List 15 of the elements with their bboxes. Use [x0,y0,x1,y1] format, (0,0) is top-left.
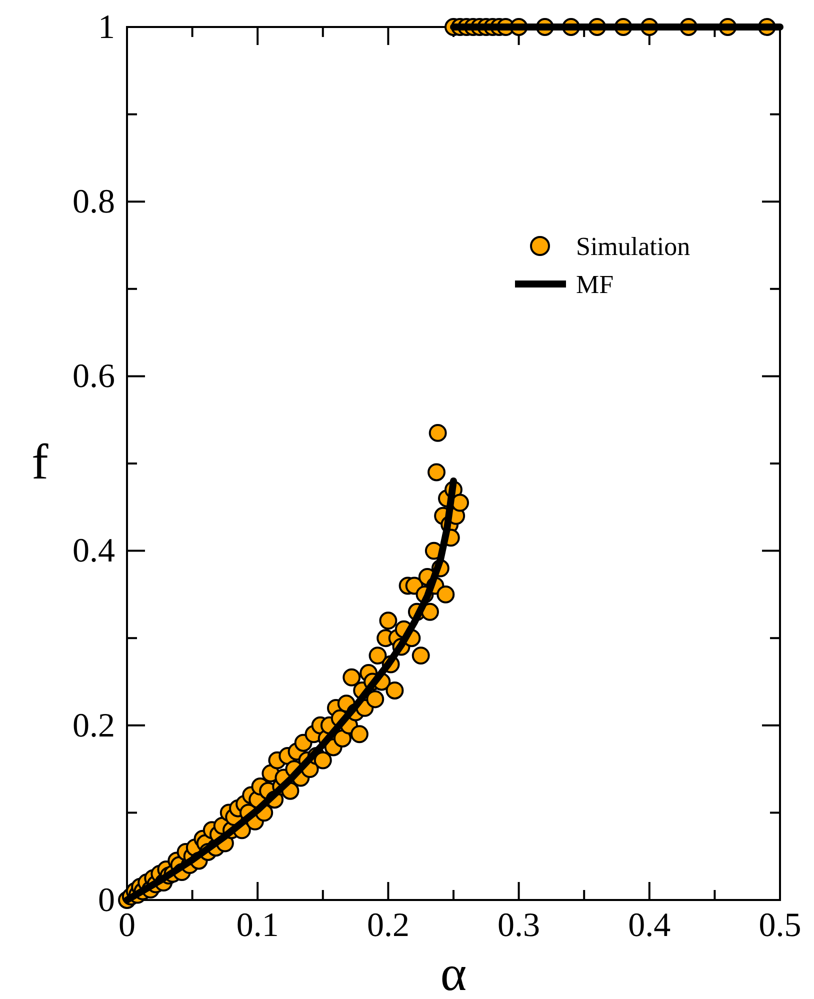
x-tick-label: 0.2 [366,907,410,944]
y-axis-title: f [32,434,49,490]
y-tick-label: 1 [98,8,115,46]
x-tick-label: 0.4 [628,907,671,944]
y-tick-label: 0.6 [72,358,115,396]
y-tick-label: 0 [98,882,115,919]
legend-label: MF [576,270,614,299]
y-tick-label: 0.4 [72,532,115,570]
x-tick-label: 0.5 [758,907,802,944]
legend-label: Simulation [576,232,690,261]
y-tick-label: 0.8 [72,183,115,220]
x-tick-label: 0.3 [498,907,540,944]
x-axis-title: α [440,945,467,999]
y-tick-label: 0.2 [72,707,115,744]
x-tick-label: 0.1 [236,907,279,944]
